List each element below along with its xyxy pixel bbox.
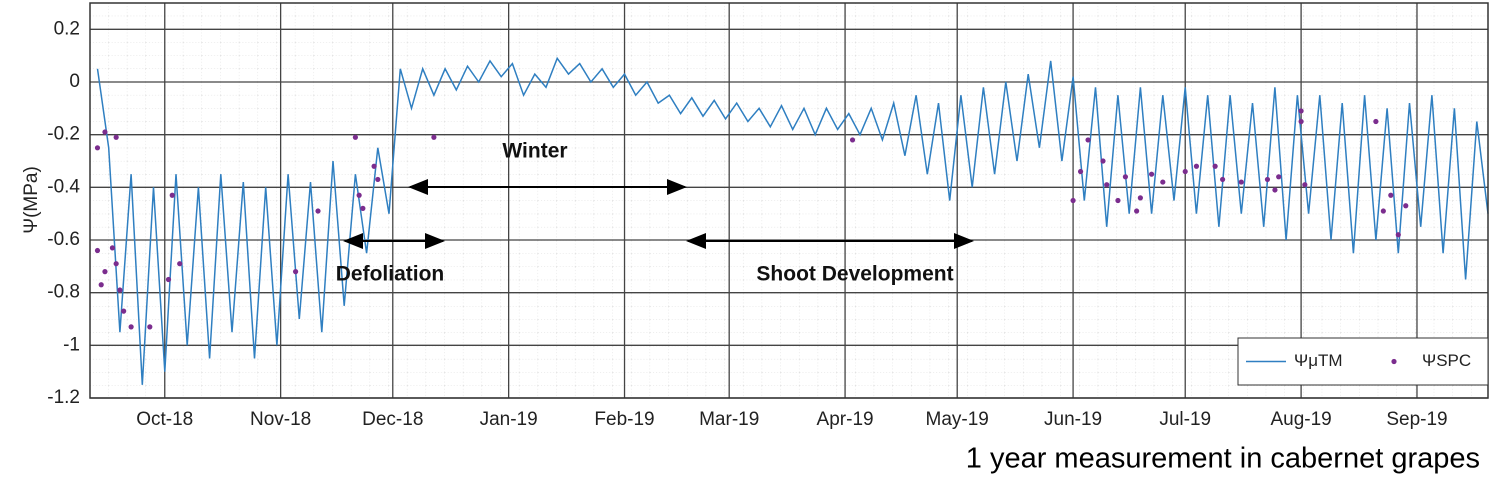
data-point [1395, 232, 1401, 238]
data-point [102, 269, 108, 275]
legend-label: ΨSPC [1422, 351, 1471, 370]
data-point [1380, 208, 1386, 214]
data-point [1298, 118, 1304, 125]
data-point [1122, 174, 1129, 180]
x-tick-label: Jun-19 [1044, 409, 1102, 430]
data-point [1302, 182, 1308, 188]
annotation: Winter [502, 140, 567, 163]
data-point [1070, 197, 1076, 204]
data-line [96, 56, 1489, 385]
data-point [1100, 158, 1106, 164]
data-point [352, 134, 358, 140]
plot-frame [89, 2, 1489, 399]
y-tick-label: 0 [69, 71, 80, 92]
data-point [292, 269, 299, 275]
data-point [113, 134, 119, 140]
x-tick-label: Sep-19 [1386, 409, 1447, 430]
x-tick-label: Apr-19 [817, 409, 874, 430]
x-tick-label: Feb-19 [594, 409, 654, 430]
data-point [1264, 176, 1271, 183]
data-point [1077, 168, 1084, 175]
data-point [94, 247, 101, 254]
caption: 1 year measurement in cabernet grapes [966, 443, 1480, 475]
data-point [169, 192, 175, 198]
data-point [1104, 182, 1110, 188]
x-tick-label: Jan-19 [480, 409, 538, 430]
data-point [1272, 187, 1278, 193]
data-point [1148, 171, 1155, 177]
data-point [94, 145, 101, 151]
y-tick-label: -1.2 [47, 387, 80, 408]
data-point [1134, 208, 1140, 214]
data-point [1085, 137, 1091, 143]
data-point [113, 261, 119, 267]
x-tick-label: Nov-18 [250, 409, 311, 430]
y-tick-label: -0.8 [47, 282, 80, 303]
y-tick-label: 0.2 [54, 18, 80, 39]
data-point [128, 324, 134, 330]
data-point [315, 208, 321, 214]
x-tick-label: Dec-18 [362, 409, 423, 430]
data-point [1403, 203, 1409, 209]
data-point [375, 176, 381, 183]
data-point [1388, 192, 1394, 198]
data-point [1212, 163, 1218, 169]
y-tick-label: -1 [63, 334, 80, 355]
legend-swatch [1391, 358, 1397, 365]
data-point [117, 287, 123, 293]
legend-label: ΨμTM [1294, 351, 1343, 370]
data-point [1220, 176, 1226, 183]
data-point [121, 308, 127, 314]
x-tick-label: May-19 [926, 409, 989, 430]
x-tick-label: Oct-18 [136, 409, 193, 430]
data-point [177, 261, 183, 267]
data-point [102, 129, 108, 135]
data-point [1160, 179, 1166, 185]
data-point [109, 245, 116, 251]
data-point [356, 192, 362, 198]
y-tick-label: -0.4 [47, 176, 80, 197]
x-tick-label: Jul-19 [1159, 409, 1211, 430]
data-point [360, 205, 366, 211]
y-tick-label: -0.6 [47, 229, 80, 250]
data-point [1238, 179, 1244, 185]
data-point [371, 163, 377, 169]
data-point [1276, 174, 1282, 180]
data-point [98, 282, 104, 288]
plot-background [90, 3, 1488, 398]
data-point [1182, 168, 1188, 175]
data-point [147, 324, 153, 330]
data-point [1373, 118, 1379, 125]
data-point [431, 134, 437, 140]
data-point [849, 137, 856, 143]
data-point [165, 276, 172, 283]
data-point [1298, 108, 1304, 114]
data-point [1115, 197, 1121, 204]
data-point [1137, 195, 1143, 201]
annotation: Shoot Development [756, 263, 953, 286]
annotation: Defoliation [336, 263, 445, 286]
x-tick-label: Mar-19 [699, 409, 759, 430]
x-tick-label: Aug-19 [1270, 409, 1331, 430]
y-axis-label: Ψ(MPa) [21, 166, 42, 234]
data-point [1193, 163, 1200, 169]
y-tick-label: -0.2 [47, 124, 80, 145]
